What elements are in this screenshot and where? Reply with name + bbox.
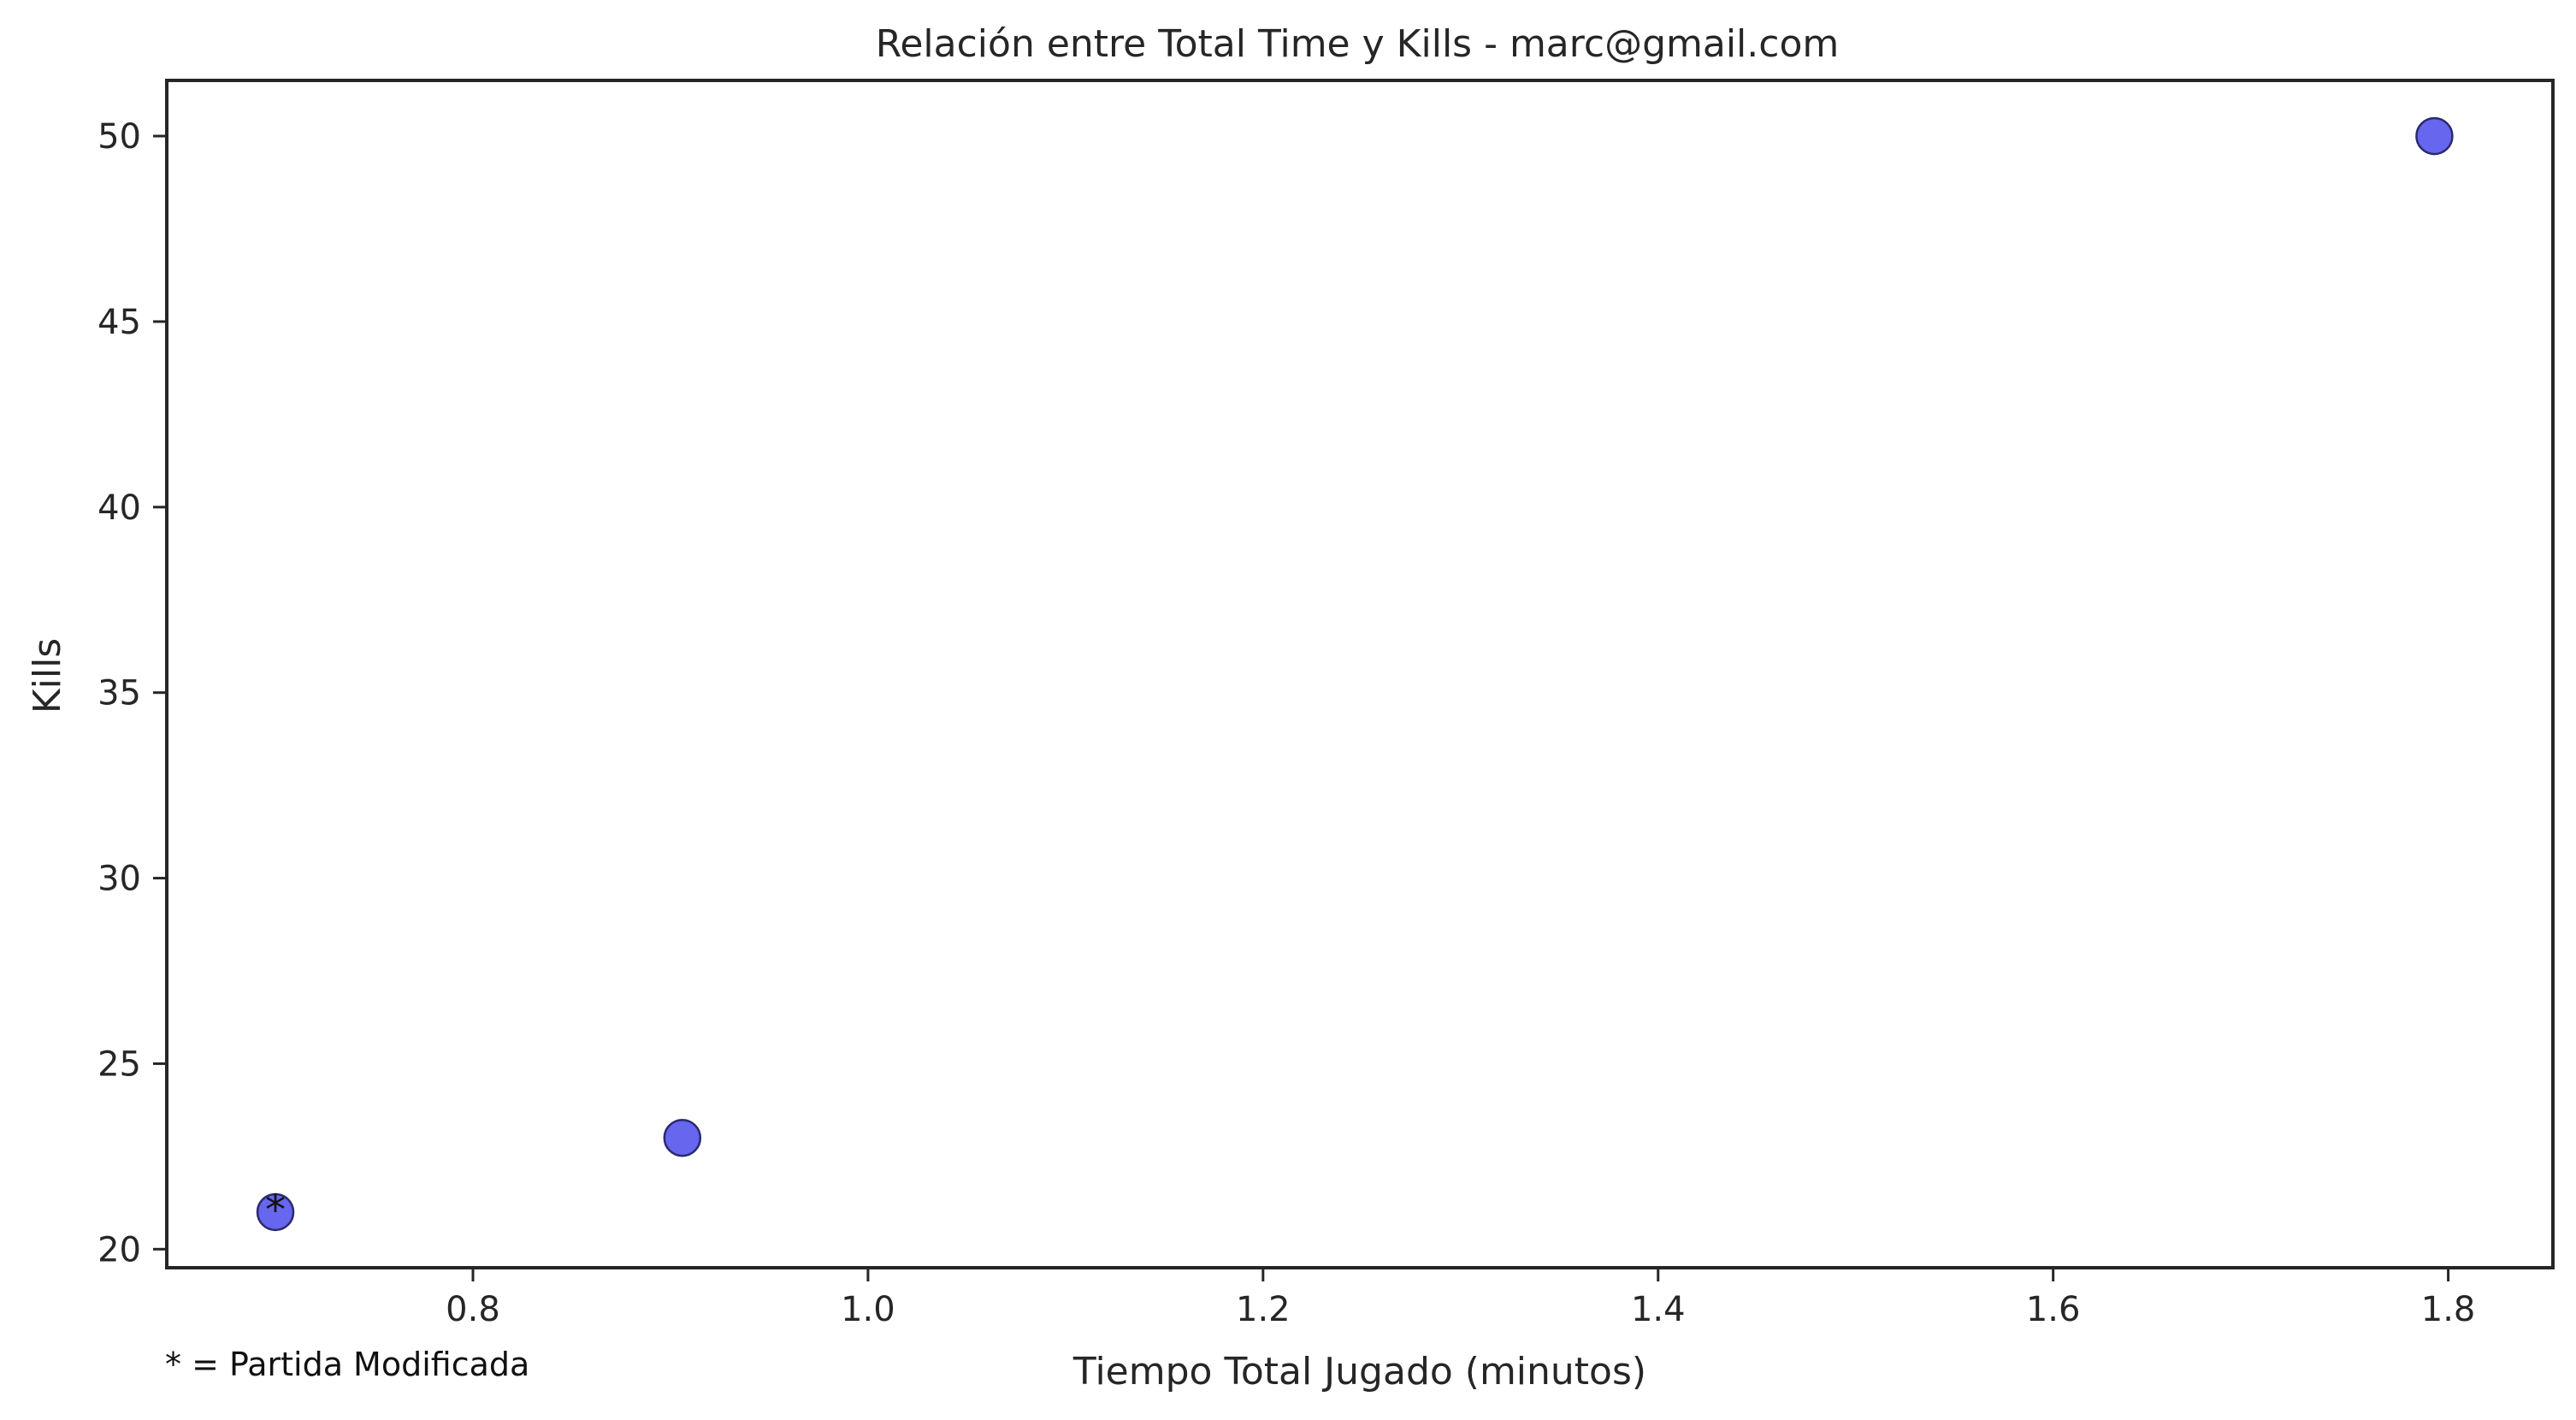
scatter-point bbox=[663, 1118, 702, 1157]
chart-title: Relación entre Total Time y Kills - marc… bbox=[876, 22, 1840, 66]
y-tick-label: 30 bbox=[97, 860, 141, 899]
y-tick-label: 50 bbox=[97, 117, 141, 157]
y-tick-label: 25 bbox=[97, 1044, 141, 1084]
data-points: * bbox=[256, 116, 2454, 1234]
scatter-point bbox=[256, 1192, 295, 1232]
x-tick-label: 1.6 bbox=[2026, 1290, 2081, 1329]
x-tick-label: 0.8 bbox=[446, 1290, 500, 1329]
plot-frame bbox=[165, 79, 2555, 1269]
plot-area: 0.8 1.0 1.2 1.4 1.6 1.8 20 25 30 35 40 45 50 * bbox=[97, 79, 2555, 1329]
x-tick-label: 1.0 bbox=[841, 1290, 895, 1329]
y-axis-label: Kills bbox=[26, 638, 69, 713]
x-tick-label: 1.4 bbox=[1631, 1290, 1686, 1329]
x-tick-label: 1.2 bbox=[1236, 1290, 1291, 1329]
y-tick-label: 40 bbox=[97, 488, 141, 528]
modified-match-marker: * bbox=[265, 1186, 286, 1234]
x-axis-ticks: 0.8 1.0 1.2 1.4 1.6 1.8 bbox=[446, 1268, 2475, 1329]
y-tick-label: 35 bbox=[97, 674, 141, 713]
y-tick-label: 20 bbox=[97, 1230, 141, 1269]
x-axis-label: Tiempo Total Jugado (minutos) bbox=[1072, 1350, 1646, 1393]
scatter-point bbox=[2415, 116, 2454, 156]
y-axis-ticks: 20 25 30 35 40 45 50 bbox=[97, 117, 167, 1269]
x-tick-label: 1.8 bbox=[2421, 1290, 2476, 1329]
footnote-legend: * = Partida Modificada bbox=[165, 1346, 529, 1383]
y-tick-label: 45 bbox=[97, 303, 141, 342]
